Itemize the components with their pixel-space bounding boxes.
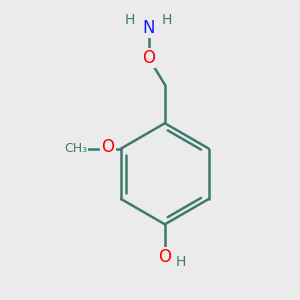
Text: N: N: [142, 19, 155, 37]
Text: CH₃: CH₃: [64, 142, 87, 155]
Text: O: O: [101, 138, 114, 156]
Text: O: O: [158, 248, 171, 266]
Text: O: O: [142, 49, 155, 67]
Text: H: H: [162, 13, 172, 27]
Text: H: H: [176, 255, 186, 269]
Text: H: H: [125, 13, 135, 27]
